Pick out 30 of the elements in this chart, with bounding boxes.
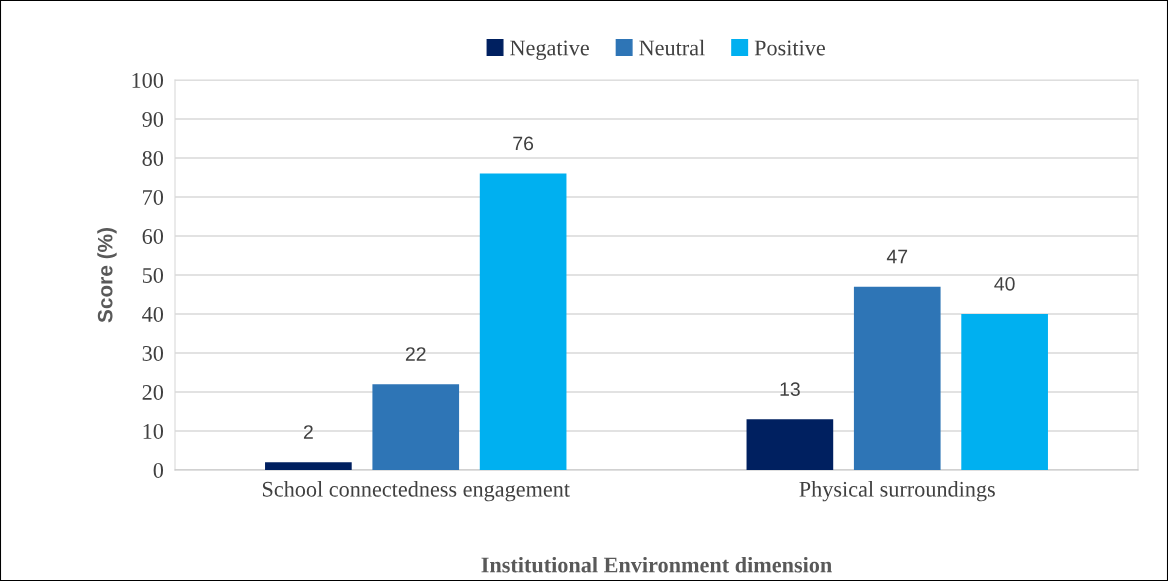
y-tick-label: 30	[142, 345, 164, 361]
y-tick-label: 50	[142, 267, 164, 283]
bar	[265, 462, 352, 470]
data-label: 22	[405, 347, 426, 361]
bar	[961, 314, 1048, 470]
y-tick-label: 10	[143, 423, 164, 439]
y-tick-label: 40	[142, 306, 164, 322]
y-tick-label: 100	[132, 72, 164, 88]
y-tick-label: 90	[142, 111, 164, 127]
y-axis-title: Score (%)	[97, 227, 117, 323]
x-tick-label: School connectedness engagement	[262, 481, 570, 502]
bar	[853, 286, 941, 470]
x-axis-title: Institutional Environment dimension	[481, 556, 832, 573]
data-label: 76	[513, 136, 534, 151]
y-tick-label: 0	[153, 462, 164, 478]
y-tick-label: 60	[142, 228, 164, 244]
legend-label: Neutral	[639, 39, 705, 56]
data-label: 40	[994, 276, 1015, 291]
bar	[746, 419, 834, 470]
y-tick-label: 70	[143, 189, 164, 205]
data-label: 47	[886, 249, 908, 264]
y-tick-label: 20	[142, 384, 164, 400]
legend-label: Negative	[510, 40, 589, 60]
bar	[372, 384, 460, 470]
data-label: 2	[303, 425, 313, 439]
data-label: 13	[780, 382, 800, 397]
legend-label: Positive	[754, 40, 825, 56]
bar	[479, 173, 567, 470]
x-tick-label: Physical surroundings	[799, 481, 995, 502]
y-tick-label: 80	[142, 150, 164, 166]
